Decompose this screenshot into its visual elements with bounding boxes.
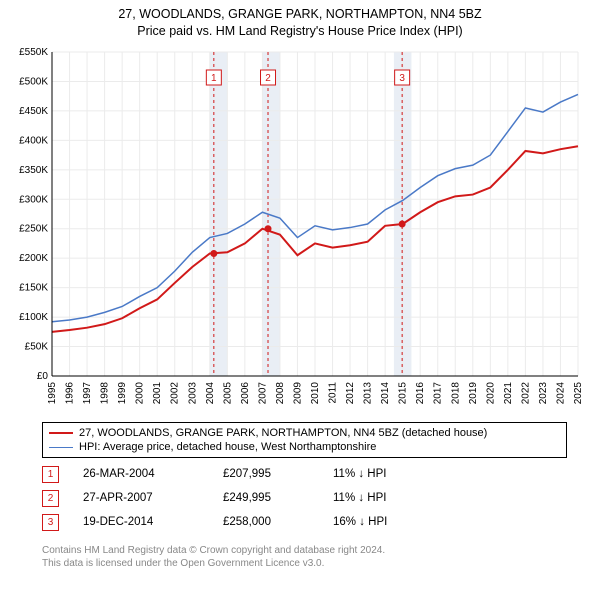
sale-price-3: £258,000 — [223, 516, 333, 528]
title-line-2: Price paid vs. HM Land Registry's House … — [0, 23, 600, 40]
sale-diff-1: 11% ↓ HPI — [333, 468, 443, 480]
sale-date-2: 27-APR-2007 — [83, 492, 223, 504]
legend-swatch-subject — [49, 432, 73, 434]
legend-item-hpi: HPI: Average price, detached house, West… — [49, 440, 560, 454]
legend-label-hpi: HPI: Average price, detached house, West… — [79, 441, 376, 453]
svg-text:1999: 1999 — [117, 382, 128, 405]
svg-text:£450K: £450K — [19, 106, 48, 117]
chart-svg: £0 £50K £100K £150K £200K £250K £300K £350K £400… — [10, 44, 590, 414]
svg-text:3: 3 — [399, 73, 405, 84]
svg-text:2015: 2015 — [398, 382, 409, 405]
title-line-1: 27, WOODLANDS, GRANGE PARK, NORTHAMPTON,… — [0, 6, 600, 23]
svg-text:2003: 2003 — [187, 382, 198, 405]
svg-text:2020: 2020 — [485, 382, 496, 405]
svg-text:2017: 2017 — [433, 382, 444, 405]
legend-item-subject: 27, WOODLANDS, GRANGE PARK, NORTHAMPTON,… — [49, 426, 560, 440]
sale-date-3: 19-DEC-2014 — [83, 516, 223, 528]
svg-text:2024: 2024 — [555, 382, 566, 405]
svg-text:1: 1 — [211, 73, 217, 84]
footer-line-2: This data is licensed under the Open Gov… — [42, 557, 385, 570]
svg-text:£200K: £200K — [19, 253, 48, 264]
svg-text:2011: 2011 — [328, 382, 339, 404]
chart: £0 £50K £100K £150K £200K £250K £300K £350K £400… — [10, 44, 590, 414]
svg-text:2018: 2018 — [450, 382, 461, 405]
svg-text:2000: 2000 — [135, 382, 146, 405]
svg-text:2013: 2013 — [363, 382, 374, 405]
svg-text:2021: 2021 — [503, 382, 514, 405]
title-block: 27, WOODLANDS, GRANGE PARK, NORTHAMPTON,… — [0, 0, 600, 40]
svg-text:£350K: £350K — [19, 165, 48, 176]
svg-text:£0: £0 — [37, 371, 49, 382]
svg-text:2006: 2006 — [240, 382, 251, 405]
sale-diff-2: 11% ↓ HPI — [333, 492, 443, 504]
sale-marker-1: 1 — [42, 466, 59, 483]
svg-text:£500K: £500K — [19, 76, 48, 87]
svg-text:2007: 2007 — [257, 382, 268, 405]
svg-text:2014: 2014 — [380, 382, 391, 405]
svg-text:2001: 2001 — [152, 382, 163, 405]
sale-row-2: 2 27-APR-2007 £249,995 11% ↓ HPI — [42, 486, 443, 510]
legend-swatch-hpi — [49, 447, 73, 448]
svg-text:2010: 2010 — [310, 382, 321, 405]
figure-container: 27, WOODLANDS, GRANGE PARK, NORTHAMPTON,… — [0, 0, 600, 590]
footer: Contains HM Land Registry data © Crown c… — [42, 544, 385, 570]
svg-text:2019: 2019 — [468, 382, 479, 405]
sale-price-2: £249,995 — [223, 492, 333, 504]
svg-text:2023: 2023 — [538, 382, 549, 405]
legend-label-subject: 27, WOODLANDS, GRANGE PARK, NORTHAMPTON,… — [79, 427, 487, 439]
svg-text:1996: 1996 — [65, 382, 76, 405]
sale-diff-3: 16% ↓ HPI — [333, 516, 443, 528]
svg-text:£300K: £300K — [19, 194, 48, 205]
sale-marker-2: 2 — [42, 490, 59, 507]
svg-text:2022: 2022 — [520, 382, 531, 405]
svg-text:£250K: £250K — [19, 224, 48, 235]
svg-text:2012: 2012 — [345, 382, 356, 405]
svg-text:£400K: £400K — [19, 135, 48, 146]
footer-line-1: Contains HM Land Registry data © Crown c… — [42, 544, 385, 557]
svg-text:£100K: £100K — [19, 312, 48, 323]
sale-row-3: 3 19-DEC-2014 £258,000 16% ↓ HPI — [42, 510, 443, 534]
svg-text:2005: 2005 — [222, 382, 233, 405]
sale-date-1: 26-MAR-2004 — [83, 468, 223, 480]
svg-text:2025: 2025 — [573, 382, 584, 405]
legend: 27, WOODLANDS, GRANGE PARK, NORTHAMPTON,… — [42, 422, 567, 458]
sale-marker-3: 3 — [42, 514, 59, 531]
svg-text:1998: 1998 — [100, 382, 111, 405]
svg-text:2002: 2002 — [170, 382, 181, 405]
svg-text:£550K: £550K — [19, 47, 48, 58]
svg-text:2: 2 — [265, 73, 271, 84]
sale-price-1: £207,995 — [223, 468, 333, 480]
svg-text:2008: 2008 — [275, 382, 286, 405]
svg-text:1997: 1997 — [82, 382, 93, 405]
sales-table: 1 26-MAR-2004 £207,995 11% ↓ HPI 2 27-AP… — [42, 462, 443, 534]
svg-text:2004: 2004 — [205, 382, 216, 405]
svg-text:2009: 2009 — [292, 382, 303, 405]
svg-text:£50K: £50K — [25, 342, 49, 353]
sale-row-1: 1 26-MAR-2004 £207,995 11% ↓ HPI — [42, 462, 443, 486]
svg-text:£150K: £150K — [19, 283, 48, 294]
svg-text:1995: 1995 — [47, 382, 58, 405]
svg-text:2016: 2016 — [415, 382, 426, 405]
